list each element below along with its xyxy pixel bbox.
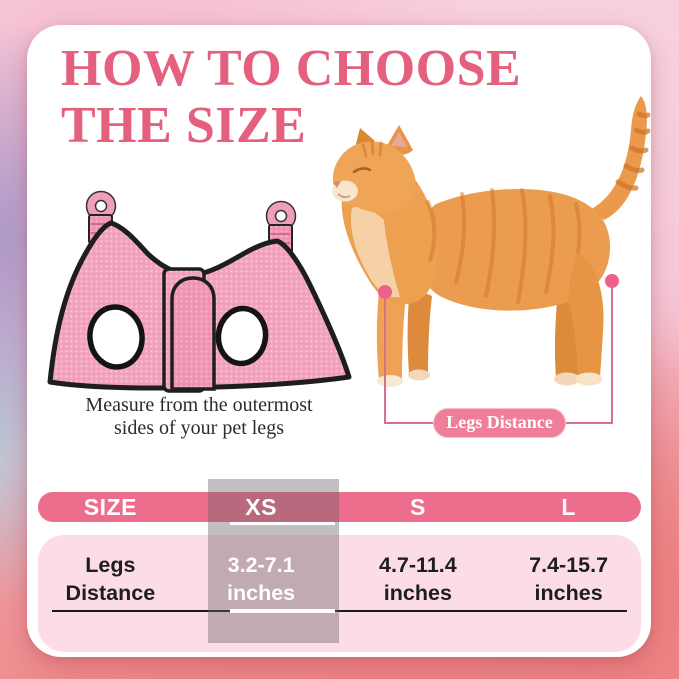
cat-illustration bbox=[330, 90, 660, 390]
xs-header-underline bbox=[230, 522, 335, 525]
value-cell-l: 7.4-15.7 inches bbox=[529, 553, 609, 605]
measuring-instructions: Measure from the outermost sides of your… bbox=[85, 394, 313, 439]
rear-leg-marker-dot bbox=[605, 274, 619, 288]
header-cell-size: SIZE bbox=[83, 494, 137, 520]
measure-line-left bbox=[384, 297, 386, 424]
legs-distance-badge: Legs Distance bbox=[433, 408, 566, 438]
size-table-row-legs-distance: Legs Distance 3.2-7.1 inches 4.7-11.4 in… bbox=[38, 535, 641, 652]
table-row-underline bbox=[52, 610, 627, 612]
measure-line-right bbox=[611, 286, 613, 424]
header-cell-xs: XS bbox=[245, 494, 277, 520]
header-cell-l: L bbox=[561, 494, 576, 520]
page-title: HOW TO CHOOSE THE SIZE bbox=[61, 40, 522, 154]
xs-column-highlight-overlay bbox=[208, 479, 339, 643]
cat-icon bbox=[332, 96, 651, 387]
value-cell-xs: 3.2-7.1 inches bbox=[227, 553, 296, 605]
hammock-illustration bbox=[45, 185, 355, 410]
hammock-icon bbox=[47, 190, 352, 393]
value-cell-s: 4.7-11.4 inches bbox=[379, 553, 457, 605]
header-cell-s: S bbox=[409, 494, 426, 520]
xs-value-underline bbox=[230, 609, 335, 613]
row-label-legs-distance: Legs Distance bbox=[65, 553, 156, 605]
size-table-header: SIZE XS S L bbox=[38, 492, 641, 522]
front-leg-marker-dot bbox=[378, 285, 392, 299]
